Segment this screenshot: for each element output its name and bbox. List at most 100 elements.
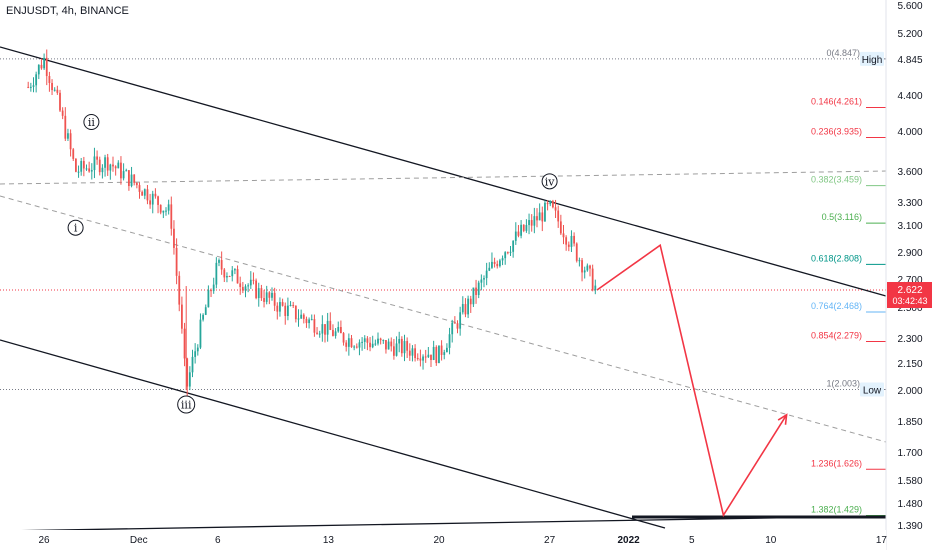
fib-level-label: 0.854(2.279) — [811, 331, 862, 341]
axis-badge-low: Low — [863, 385, 882, 396]
candle-body — [96, 156, 98, 160]
candle-body — [583, 270, 586, 273]
time-axis[interactable]: 26 Dec 6 13 20 27 2022 5 10 17 — [0, 530, 887, 550]
fib-level-label: 0(4.847) — [826, 48, 860, 58]
candle-body — [231, 270, 234, 277]
candle-body — [345, 342, 348, 347]
candle-body — [546, 202, 549, 205]
candle-body — [276, 305, 279, 312]
candle-body — [273, 292, 276, 306]
time-tick-label: 5 — [689, 535, 695, 546]
chart-title: ENJUSDT, 4h, BINANCE — [6, 5, 129, 17]
fib-level-label: 1.236(1.626) — [811, 458, 862, 468]
candle-body — [562, 233, 565, 238]
candle-body — [133, 174, 136, 183]
time-axis-background — [0, 530, 886, 550]
candle-body — [363, 338, 366, 342]
candle-body — [154, 193, 157, 197]
candle-body — [353, 346, 356, 348]
candle-body — [483, 278, 485, 280]
candle-body — [32, 85, 35, 87]
candle-body — [408, 350, 411, 356]
time-tick-label: 27 — [544, 535, 556, 546]
candle-body — [305, 318, 308, 324]
candle-body — [395, 343, 398, 356]
candle-body — [414, 348, 416, 359]
wave-label-ii: ii — [88, 116, 96, 129]
candle-body — [340, 327, 342, 334]
candle-body — [512, 240, 515, 252]
candle-body — [456, 323, 459, 329]
candle-body — [355, 346, 358, 348]
candle-body — [194, 351, 197, 357]
price-axis[interactable]: 5.600 5.200 4.845 4.400 4.000 3.600 3.300 3.100… — [860, 0, 932, 550]
fib-level-label: 0.146(4.261) — [811, 97, 862, 107]
projection-line — [596, 243, 788, 518]
candle-body — [424, 356, 427, 358]
candle-body — [120, 162, 122, 179]
time-tick-label: 17 — [876, 535, 888, 546]
candle-body — [488, 267, 491, 271]
candle-body — [292, 304, 295, 306]
candle-body — [432, 346, 435, 361]
candle-body — [522, 224, 525, 231]
axis-badge-bg — [860, 382, 884, 397]
price-tick-label: 5.200 — [897, 29, 922, 40]
candle-body — [559, 221, 562, 234]
candle-body — [234, 269, 236, 271]
candle-body — [321, 324, 324, 334]
candle-body — [400, 338, 403, 354]
fib-level-label: 0.764(2.468) — [811, 301, 862, 311]
candle-body — [215, 262, 218, 285]
candle-body — [244, 286, 247, 291]
candle-body — [427, 354, 430, 358]
candle-body — [464, 304, 467, 315]
candle-body — [236, 269, 239, 284]
wave-label-circle — [67, 219, 84, 236]
price-channel — [0, 46, 887, 532]
candle-body — [114, 166, 117, 169]
candle-body — [178, 275, 181, 305]
time-tick-label: 2022 — [617, 535, 640, 546]
price-tick-label: 2.900 — [897, 248, 922, 259]
candle-body — [499, 260, 501, 267]
candle-body — [469, 298, 472, 305]
candle-body — [377, 338, 379, 344]
candle-body — [241, 286, 244, 291]
wave-label-i: i — [74, 222, 78, 235]
candle-body — [183, 328, 186, 359]
candle-body — [491, 261, 493, 268]
candle-body — [366, 338, 369, 343]
candle-body — [318, 333, 321, 335]
price-tick-label: 3.600 — [897, 167, 922, 178]
price-tick-label: 2.300 — [897, 334, 922, 345]
candle-body — [313, 319, 316, 333]
candle-body — [382, 340, 385, 342]
candle-body — [541, 212, 544, 222]
price-axis-background — [886, 0, 932, 550]
candle-body — [334, 331, 337, 336]
candle-body — [411, 348, 414, 356]
candle-body — [260, 288, 263, 299]
price-tick-label: 4.845 — [897, 55, 922, 66]
price-tick-label: 3.300 — [897, 198, 922, 209]
fib-level-label: 0.236(3.935) — [811, 127, 862, 137]
candle-body — [218, 260, 220, 263]
candle-body — [279, 302, 281, 312]
candle-body — [226, 276, 228, 278]
wave-label-circle — [83, 114, 100, 130]
fib-retracement: 0(4.847) 0.146(4.261) 0.236(3.935) 0.382(3.… — [0, 48, 886, 516]
candle-body — [204, 307, 207, 315]
candle-body — [146, 189, 149, 201]
candle-body — [157, 196, 159, 205]
candle-body — [332, 329, 334, 336]
candle-body — [557, 210, 560, 222]
candle-body — [186, 358, 189, 387]
candle-body — [249, 279, 252, 286]
wave-label-circle — [541, 173, 558, 190]
candle-body — [578, 260, 581, 262]
candle-body — [128, 170, 130, 187]
candle-body — [48, 76, 51, 83]
candle-body — [175, 247, 178, 276]
